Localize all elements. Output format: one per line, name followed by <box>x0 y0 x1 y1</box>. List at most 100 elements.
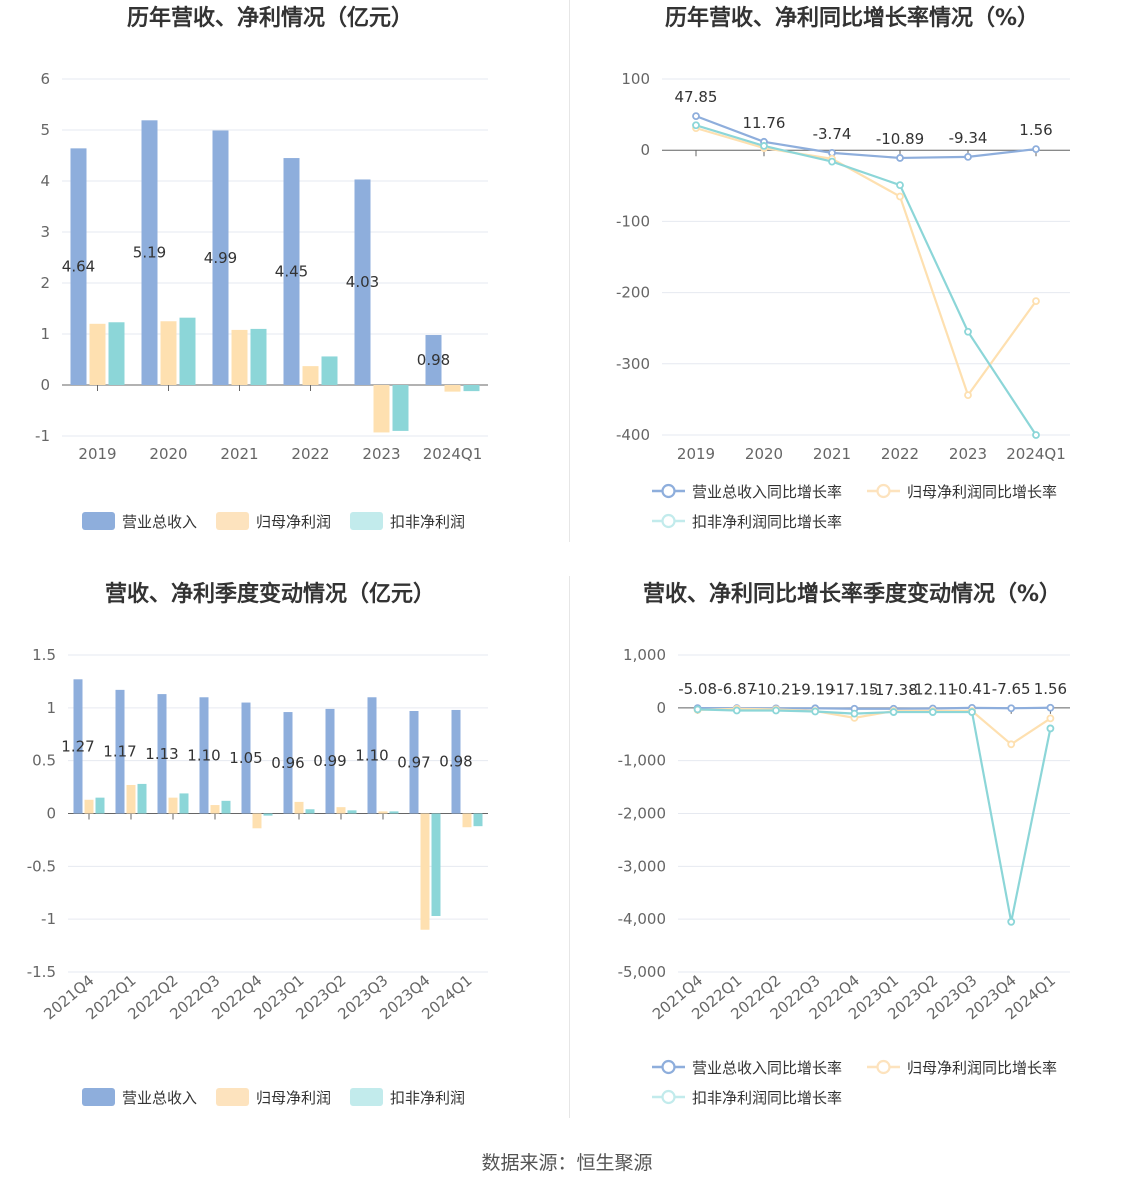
point-deducted <box>968 708 976 716</box>
point-revenue <box>692 112 700 121</box>
point-netprofit <box>964 391 972 400</box>
y-tick-label: 1 <box>40 325 50 343</box>
bar-netprofit <box>444 385 461 392</box>
chart-title: 营收、净利季度变动情况（亿元） <box>105 581 435 607</box>
quarter-bar-chart: 营收、净利季度变动情况（亿元）1.510.50-0.5-1-1.52021Q42… <box>27 581 488 1107</box>
legend-marker-revenue <box>661 483 676 499</box>
point-deducted <box>828 157 836 166</box>
legend-label: 扣非净利润同比增长率 <box>692 1089 842 1107</box>
point-deducted <box>928 708 937 716</box>
data-label: -12.11 <box>909 680 957 698</box>
data-label: -17.38 <box>869 681 917 699</box>
y-tick-label: -400 <box>616 426 650 444</box>
x-tick-label: 2020 <box>149 445 187 463</box>
bar-revenue <box>241 702 251 814</box>
bar-netprofit <box>373 385 390 433</box>
quarter-line-panel: 营收、净利同比增长率季度变动情况（%） 1,000 0 -1,000 -2,000 -3,… <box>567 576 1134 1156</box>
bar-revenue <box>141 120 158 385</box>
y-tick-label: 4 <box>40 172 50 190</box>
y-tick-label: 0 <box>640 141 650 159</box>
data-label: 1.56 <box>1019 121 1052 139</box>
x-tick-label: 2023 <box>362 445 400 463</box>
data-label: 1.17 <box>103 743 136 761</box>
x-tick-label: 2019 <box>677 445 715 463</box>
legend-marker-netprofit <box>876 1059 891 1075</box>
data-label: -3.74 <box>813 125 852 143</box>
y-tick-label: -2,000 <box>618 805 666 823</box>
bar-deducted <box>137 783 147 814</box>
legend-label: 归母净利润 <box>256 513 331 531</box>
legend-label: 扣非净利润 <box>390 513 465 531</box>
bar-revenue <box>199 697 209 814</box>
x-tick-label: 2022 <box>881 445 919 463</box>
bar-revenue <box>409 711 419 814</box>
bar-netprofit <box>378 811 388 814</box>
bar-revenue <box>115 689 125 814</box>
data-label: -0.41 <box>953 680 992 698</box>
data-label: 11.76 <box>743 114 786 132</box>
bar-deducted <box>179 793 189 814</box>
point-deducted <box>964 327 972 336</box>
y-tick-label: 5 <box>40 121 50 139</box>
data-label: 0.96 <box>271 754 304 772</box>
x-tick-label: 2021 <box>220 445 258 463</box>
data-label: 1.13 <box>145 745 178 763</box>
legend-marker-deducted <box>661 1089 676 1105</box>
point-revenue <box>1046 703 1055 712</box>
bar-deducted <box>431 813 441 916</box>
legend-swatch-deducted <box>350 1088 383 1106</box>
point-deducted <box>896 181 904 189</box>
point-deducted <box>772 706 780 715</box>
bar-deducted <box>263 813 273 816</box>
bar-deducted <box>463 385 480 392</box>
point-deducted <box>760 142 768 150</box>
bar-netprofit <box>462 813 472 828</box>
data-label: -7.65 <box>992 680 1031 698</box>
y-tick-label: -0.5 <box>27 857 56 875</box>
series-line-netprofit <box>695 127 1037 398</box>
bar-netprofit <box>336 807 346 814</box>
quarter-line-chart: 营收、净利同比增长率季度变动情况（%） 1,000 0 -1,000 -2,000 -3,… <box>618 581 1070 1107</box>
bar-netprofit <box>126 784 136 814</box>
bar-deducted <box>473 813 483 827</box>
chart-title: 历年营收、净利同比增长率情况（%） <box>665 5 1039 31</box>
bar-deducted <box>392 385 409 431</box>
y-tick-label: -5,000 <box>618 963 666 981</box>
point-deducted <box>692 121 700 130</box>
y-tick-label: 0 <box>40 376 50 394</box>
bar-deducted <box>321 356 338 385</box>
annual-line-panel: 历年营收、净利同比增长率情况（%） 100 0 -100 -200 -300 -400 201… <box>567 0 1134 580</box>
bar-revenue <box>425 335 442 385</box>
legend-label: 营业总收入同比增长率 <box>692 1059 842 1077</box>
bar-netprofit <box>89 323 106 385</box>
data-label: 0.98 <box>439 753 472 771</box>
y-tick-label: -1 <box>35 427 50 445</box>
data-label: -10.21 <box>752 680 800 698</box>
y-tick-label: 100 <box>621 70 650 88</box>
y-tick-label: 1 <box>46 699 56 717</box>
point-netprofit <box>896 192 904 201</box>
annual-bar-panel: 历年营收、净利情况（亿元） 6 5 4 3 2 1 0 -1 2019 2020 2021 2022 20… <box>0 0 567 580</box>
annual-bar-chart: 历年营收、净利情况（亿元） 6 5 4 3 2 1 0 -1 2019 2020 2021 2022 20… <box>35 5 488 531</box>
divider-top <box>569 0 570 542</box>
data-label: -9.34 <box>949 129 988 147</box>
y-tick-label: -3,000 <box>618 857 666 875</box>
bar-deducted <box>305 809 315 814</box>
point-deducted <box>693 705 702 714</box>
data-label: 47.85 <box>675 88 718 106</box>
bar-revenue <box>283 158 300 385</box>
data-label: -10.89 <box>876 130 924 148</box>
chart-title: 营收、净利同比增长率季度变动情况（%） <box>643 581 1061 607</box>
data-label: -9.19 <box>796 680 835 698</box>
y-tick-label: -100 <box>616 212 650 230</box>
point-revenue <box>1007 704 1016 713</box>
data-label: -17.15 <box>830 681 878 699</box>
bar-netprofit <box>231 329 248 385</box>
legend-swatch-revenue <box>82 1088 115 1106</box>
y-tick-label: 0 <box>46 805 56 823</box>
bar-revenue <box>73 679 83 814</box>
data-label: 0.99 <box>313 752 346 770</box>
data-label: 1.27 <box>61 737 94 755</box>
bar-deducted <box>347 810 357 814</box>
x-tick-label: 2022 <box>291 445 329 463</box>
